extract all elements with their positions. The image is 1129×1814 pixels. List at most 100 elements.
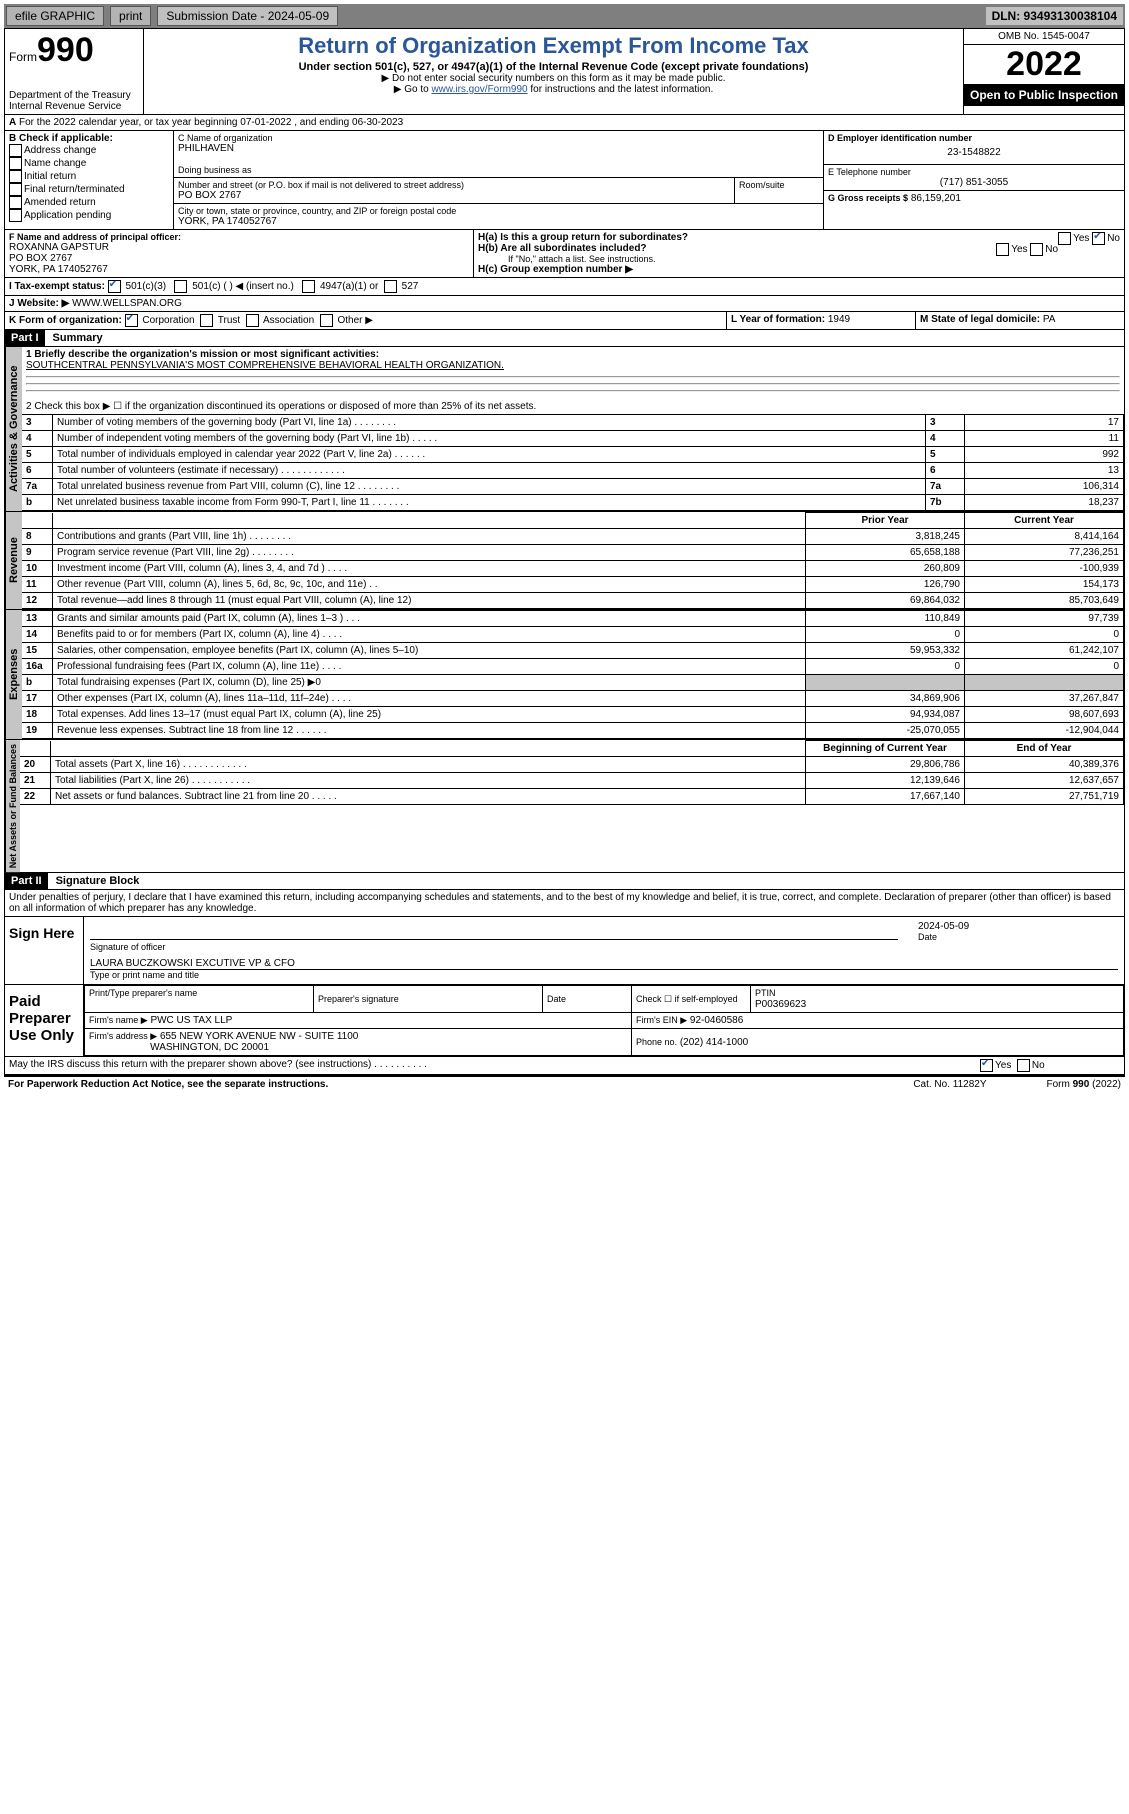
lbl-final-return: Final return/terminated	[24, 184, 125, 195]
checkbox-trust[interactable]	[200, 314, 213, 327]
tax-year-range: A For the 2022 calendar year, or tax yea…	[5, 115, 1124, 131]
website-value: WWW.WELLSPAN.ORG	[72, 298, 182, 309]
checkbox-amended[interactable]	[9, 196, 22, 209]
checkbox-4947[interactable]	[302, 280, 315, 293]
checkbox-ha-no[interactable]	[1092, 232, 1105, 245]
officer-addr1: PO BOX 2767	[9, 253, 469, 264]
pt-sig-label: Preparer's signature	[318, 994, 399, 1004]
part2-tag: Part II	[5, 873, 48, 889]
table-row: 16aProfessional fundraising fees (Part I…	[22, 659, 1124, 675]
dba-label: Doing business as	[178, 165, 819, 175]
form-word: Form	[9, 50, 37, 64]
subtitle: Under section 501(c), 527, or 4947(a)(1)…	[150, 61, 957, 73]
firm-phone: (202) 414-1000	[680, 1037, 748, 1048]
checkbox-final-return[interactable]	[9, 183, 22, 196]
checkbox-discuss-no[interactable]	[1017, 1059, 1030, 1072]
q2-label: 2 Check this box ▶ ☐ if the organization…	[22, 399, 1124, 414]
vtab-expenses: Expenses	[5, 610, 22, 739]
firm-ein-label: Firm's EIN ▶	[636, 1015, 687, 1025]
efile-graphic-button[interactable]: efile GRAPHIC	[6, 6, 104, 26]
goto-post: for instructions and the latest informat…	[528, 84, 714, 95]
i-label: I Tax-exempt status:	[9, 281, 105, 292]
sign-here-label: Sign Here	[5, 917, 84, 984]
tax-year: 2022	[964, 45, 1124, 84]
checkbox-initial-return[interactable]	[9, 170, 22, 183]
ptin-label: PTIN	[755, 988, 776, 998]
form-number: 990	[37, 31, 94, 69]
d-label: D Employer identification number	[828, 133, 1120, 143]
form-title: Return of Organization Exempt From Incom…	[150, 33, 957, 59]
omb-number: OMB No. 1545-0047	[964, 29, 1124, 45]
paid-preparer-label: Paid Preparer Use Only	[5, 985, 84, 1056]
checkbox-app-pending[interactable]	[9, 209, 22, 222]
firm-addr1: 655 NEW YORK AVENUE NW - SUITE 1100	[160, 1031, 358, 1042]
checkbox-discuss-yes[interactable]	[980, 1059, 993, 1072]
gross-receipts: 86,159,201	[911, 193, 961, 204]
firm-ein: 92-0460586	[690, 1015, 743, 1026]
irs-form990-link[interactable]: www.irs.gov/Form990	[431, 84, 527, 95]
part1-title: Summary	[45, 332, 103, 344]
table-row: 6Total number of volunteers (estimate if…	[22, 463, 1124, 479]
lbl-other: Other ▶	[337, 315, 372, 326]
hc-label: H(c) Group exemption number ▶	[478, 264, 633, 275]
room-label: Room/suite	[739, 180, 819, 190]
tax-year-text: For the 2022 calendar year, or tax year …	[19, 117, 403, 128]
table-row: 17Other expenses (Part IX, column (A), l…	[22, 691, 1124, 707]
addr-label: Number and street (or P.O. box if mail i…	[178, 180, 730, 190]
year-formation: 1949	[828, 314, 850, 325]
j-label: J Website: ▶	[9, 298, 69, 309]
officer-typed-name: LAURA BUCZKOWSKI EXCUTIVE VP & CFO	[90, 958, 1118, 970]
state-domicile: PA	[1043, 314, 1056, 325]
lbl-4947: 4947(a)(1) or	[320, 281, 378, 292]
l-label: L Year of formation:	[731, 314, 825, 325]
pra-notice: For Paperwork Reduction Act Notice, see …	[8, 1079, 328, 1090]
checkbox-other[interactable]	[320, 314, 333, 327]
checkbox-name-change[interactable]	[9, 157, 22, 170]
irs-label: Internal Revenue Service	[9, 101, 139, 112]
checkbox-527[interactable]	[384, 280, 397, 293]
table-row: 15Salaries, other compensation, employee…	[22, 643, 1124, 659]
e-label: E Telephone number	[828, 167, 1120, 177]
table-row: 10Investment income (Part VIII, column (…	[22, 561, 1124, 577]
table-row: 12Total revenue—add lines 8 through 11 (…	[22, 593, 1124, 609]
lbl-trust: Trust	[218, 315, 240, 326]
print-button[interactable]: print	[110, 6, 151, 26]
pt-date-label: Date	[547, 994, 566, 1004]
org-name: PHILHAVEN	[178, 143, 819, 154]
net-assets-table: Beginning of Current Year End of Year 20…	[20, 740, 1124, 805]
city-value: YORK, PA 174052767	[178, 216, 819, 227]
lbl-address-change: Address change	[24, 145, 96, 156]
sig-date-value: 2024-05-09	[918, 921, 1118, 932]
type-name-label: Type or print name and title	[90, 970, 1118, 980]
checkbox-hb-no[interactable]	[1030, 243, 1043, 256]
table-row: 9Program service revenue (Part VIII, lin…	[22, 545, 1124, 561]
lbl-amended: Amended return	[24, 197, 96, 208]
vtab-net-assets: Net Assets or Fund Balances	[5, 740, 20, 872]
k-label: K Form of organization:	[9, 315, 122, 326]
addr-value: PO BOX 2767	[178, 190, 730, 201]
lbl-no: No	[1107, 233, 1120, 244]
table-row: 20Total assets (Part X, line 16) . . . .…	[20, 757, 1124, 773]
checkbox-ha-yes[interactable]	[1058, 232, 1071, 245]
lbl-501c: 501(c) ( ) ◀ (insert no.)	[192, 281, 294, 292]
subtitle-2a: ▶ Do not enter social security numbers o…	[150, 73, 957, 84]
expenses-table: 13Grants and similar amounts paid (Part …	[22, 610, 1124, 739]
lbl-assoc: Association	[263, 315, 314, 326]
checkbox-501c[interactable]	[174, 280, 187, 293]
lbl-501c3: 501(c)(3)	[126, 281, 167, 292]
table-row: 19Revenue less expenses. Subtract line 1…	[22, 723, 1124, 739]
checkbox-address-change[interactable]	[9, 144, 22, 157]
table-row: 5Total number of individuals employed in…	[22, 447, 1124, 463]
officer-name: ROXANNA GAPSTUR	[9, 242, 469, 253]
ein-value: 23-1548822	[828, 143, 1120, 162]
checkbox-hb-yes[interactable]	[996, 243, 1009, 256]
checkbox-assoc[interactable]	[246, 314, 259, 327]
revenue-table: Prior Year Current Year 8Contributions a…	[22, 512, 1124, 609]
f-label: F Name and address of principal officer:	[9, 232, 469, 242]
checkbox-501c3[interactable]	[108, 280, 121, 293]
b-title: B Check if applicable:	[9, 133, 169, 144]
checkbox-corp[interactable]	[125, 314, 138, 327]
lbl-initial-return: Initial return	[24, 171, 76, 182]
firm-name-label: Firm's name ▶	[89, 1015, 148, 1025]
table-row: 18Total expenses. Add lines 13–17 (must …	[22, 707, 1124, 723]
